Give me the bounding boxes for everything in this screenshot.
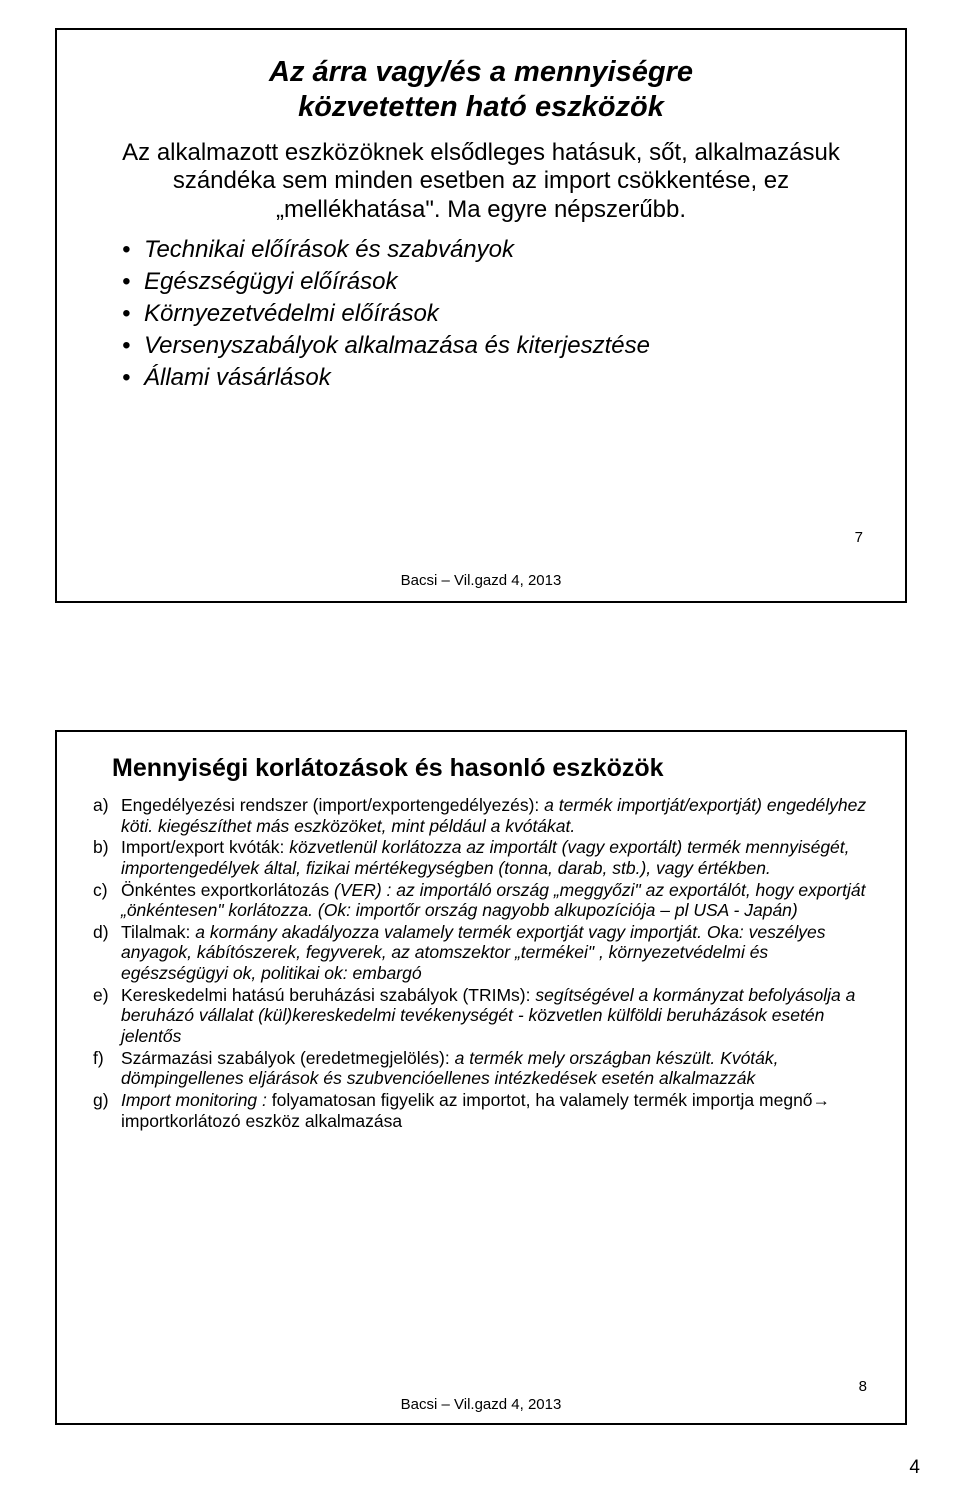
item-marker: c): [93, 880, 117, 901]
slide-8: Mennyiségi korlátozások és hasonló eszkö…: [55, 730, 907, 1425]
slide-bullet-list: Technikai előírások és szabványok Egészs…: [92, 235, 870, 393]
list-item: e) Kereskedelmi hatású beruházási szabál…: [93, 985, 875, 1047]
item-lead: Tilalmak:: [121, 922, 195, 942]
item-marker: e): [93, 985, 117, 1006]
slide-title: Mennyiségi korlátozások és hasonló eszkö…: [112, 754, 875, 783]
list-item: a) Engedélyezési rendszer (import/export…: [93, 795, 875, 836]
item-lead: Származási szabályok (eredetmegjelölés):: [121, 1048, 455, 1068]
list-item: g) Import monitoring : folyamatosan figy…: [93, 1090, 875, 1131]
slide-7: Az árra vagy/és a mennyiségre közvetette…: [55, 28, 907, 603]
list-item: c) Önkéntes exportkorlátozás (VER) : az …: [93, 880, 875, 921]
item-marker: b): [93, 837, 117, 858]
item-lead: Önkéntes exportkorlátozás: [121, 880, 334, 900]
item-lead: Engedélyezési rendszer (import/exporteng…: [121, 795, 544, 815]
list-item: b) Import/export kvóták: közvetlenül kor…: [93, 837, 875, 878]
slide-page-number: 7: [855, 529, 863, 546]
item-lead: Kereskedelmi hatású beruházási szabályok…: [121, 985, 535, 1005]
item-lead: Import/export kvóták:: [121, 837, 289, 857]
list-item: f) Származási szabályok (eredetmegjelölé…: [93, 1048, 875, 1089]
slide-page-number: 8: [859, 1378, 867, 1395]
slide-ordered-list: a) Engedélyezési rendszer (import/export…: [87, 795, 875, 1131]
item-marker: g): [93, 1090, 117, 1111]
title-line-1: Az árra vagy/és a mennyiségre: [269, 56, 693, 88]
list-item: Állami vásárlások: [122, 363, 870, 393]
document-page-number: 4: [909, 1457, 920, 1479]
list-item: d) Tilalmak: a kormány akadályozza valam…: [93, 922, 875, 984]
item-marker: d): [93, 922, 117, 943]
slide-footer: Bacsi – Vil.gazd 4, 2013: [57, 572, 905, 589]
list-item: Technikai előírások és szabványok: [122, 235, 870, 265]
title-line-2: közvetetten ható eszközök: [298, 91, 664, 123]
slide-title: Az árra vagy/és a mennyiségre közvetette…: [92, 55, 870, 125]
list-item: Versenyszabályok alkalmazása és kiterjes…: [122, 331, 870, 361]
list-item: Környezetvédelmi előírások: [122, 299, 870, 329]
item-ital: Import monitoring :: [121, 1090, 272, 1110]
slide-intro-text: Az alkalmazott eszközöknek elsődleges ha…: [92, 139, 870, 225]
item-ital: a kormány akadályozza valamely termék ex…: [121, 922, 826, 983]
slide-footer: Bacsi – Vil.gazd 4, 2013: [57, 1396, 905, 1413]
list-item: Egészségügyi előírások: [122, 267, 870, 297]
item-marker: f): [93, 1048, 117, 1069]
item-marker: a): [93, 795, 117, 816]
